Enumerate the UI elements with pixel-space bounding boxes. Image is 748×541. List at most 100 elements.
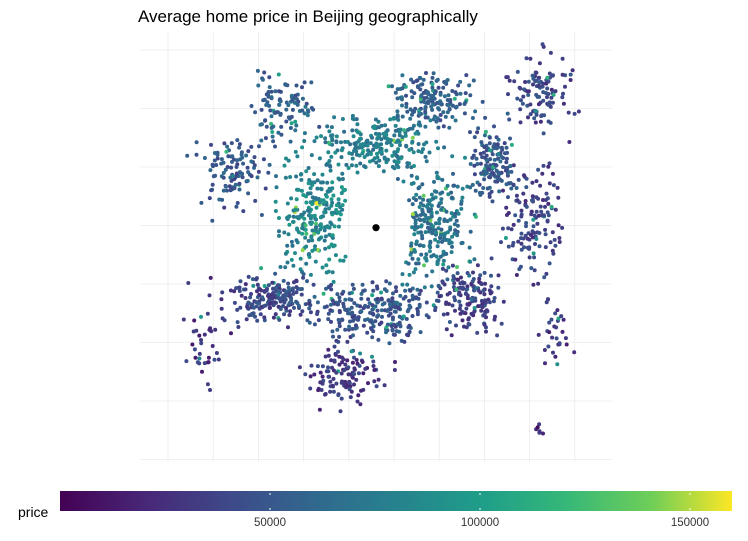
data-point: [390, 327, 395, 332]
data-point: [511, 222, 516, 227]
data-point: [210, 162, 215, 167]
data-point: [429, 254, 434, 259]
data-point: [438, 254, 443, 259]
data-point: [537, 83, 541, 88]
data-point: [258, 312, 263, 317]
data-point: [273, 312, 278, 317]
data-point: [315, 178, 320, 183]
data-point: [421, 244, 426, 248]
data-point: [304, 244, 309, 249]
data-point: [450, 234, 455, 239]
data-point: [508, 136, 512, 141]
data-point: [507, 78, 512, 83]
data-point: [289, 121, 294, 126]
data-point: [543, 204, 547, 209]
data-point: [436, 258, 441, 262]
data-point: [335, 292, 340, 297]
data-point: [233, 182, 238, 187]
data-point: [293, 251, 297, 256]
data-point: [514, 193, 519, 198]
data-point: [390, 164, 395, 169]
data-point: [216, 357, 221, 362]
data-point: [550, 335, 555, 340]
data-point: [234, 171, 239, 176]
data-point: [232, 300, 237, 305]
data-point: [559, 314, 564, 319]
data-point: [528, 102, 533, 107]
data-point: [312, 231, 317, 236]
data-point: [560, 56, 565, 61]
data-point: [247, 313, 252, 318]
data-point: [530, 73, 535, 78]
data-point: [351, 134, 356, 139]
data-point: [237, 142, 242, 147]
data-point: [519, 214, 524, 219]
data-point: [439, 227, 444, 232]
data-point: [324, 202, 329, 207]
data-point: [407, 198, 412, 203]
data-point: [493, 314, 497, 319]
data-point: [572, 111, 577, 116]
data-point: [287, 313, 292, 317]
data-point: [315, 312, 320, 316]
data-point: [300, 309, 305, 314]
data-point: [309, 80, 314, 85]
data-point: [371, 158, 375, 163]
data-point: [470, 182, 475, 187]
data-point: [532, 255, 537, 260]
data-point: [229, 141, 234, 146]
data-point: [289, 114, 294, 119]
data-point: [221, 170, 226, 175]
data-point: [554, 325, 559, 330]
data-point: [496, 273, 501, 278]
data-point: [435, 100, 440, 105]
data-point: [313, 259, 318, 264]
data-point: [298, 172, 303, 177]
data-point: [439, 207, 444, 212]
data-point: [235, 201, 240, 205]
data-point: [420, 182, 425, 187]
data-point: [339, 140, 343, 145]
data-point: [492, 124, 496, 129]
data-point: [425, 90, 430, 95]
data-point: [430, 107, 435, 112]
data-point: [284, 119, 289, 124]
data-point: [267, 85, 272, 90]
data-point: [346, 365, 351, 370]
data-point: [404, 317, 409, 321]
data-point: [311, 282, 316, 287]
data-point: [455, 184, 460, 189]
data-point: [474, 156, 479, 161]
data-point: [318, 227, 323, 232]
data-point: [220, 290, 225, 295]
data-point: [240, 175, 245, 180]
data-point: [354, 163, 359, 168]
data-point: [410, 126, 415, 131]
data-point: [453, 118, 458, 123]
data-point: [471, 78, 476, 83]
data-point: [299, 188, 304, 193]
data-point: [331, 193, 336, 198]
data-point: [271, 286, 275, 291]
data-point: [546, 92, 551, 96]
data-point: [314, 201, 319, 206]
data-point: [376, 377, 381, 382]
data-point: [329, 197, 334, 202]
data-point: [557, 341, 562, 346]
data-point: [479, 140, 484, 145]
data-point: [489, 273, 493, 278]
data-point: [557, 236, 562, 240]
data-point: [310, 195, 315, 200]
data-point: [314, 225, 319, 230]
data-point: [307, 178, 312, 182]
data-point: [240, 171, 245, 176]
data-point: [345, 339, 350, 344]
data-point: [468, 130, 472, 135]
data-point: [361, 289, 366, 293]
data-point: [511, 182, 516, 187]
data-point: [279, 124, 284, 129]
data-point: [304, 101, 309, 106]
data-point: [197, 333, 202, 338]
data-point: [320, 374, 325, 379]
data-point: [197, 356, 202, 361]
